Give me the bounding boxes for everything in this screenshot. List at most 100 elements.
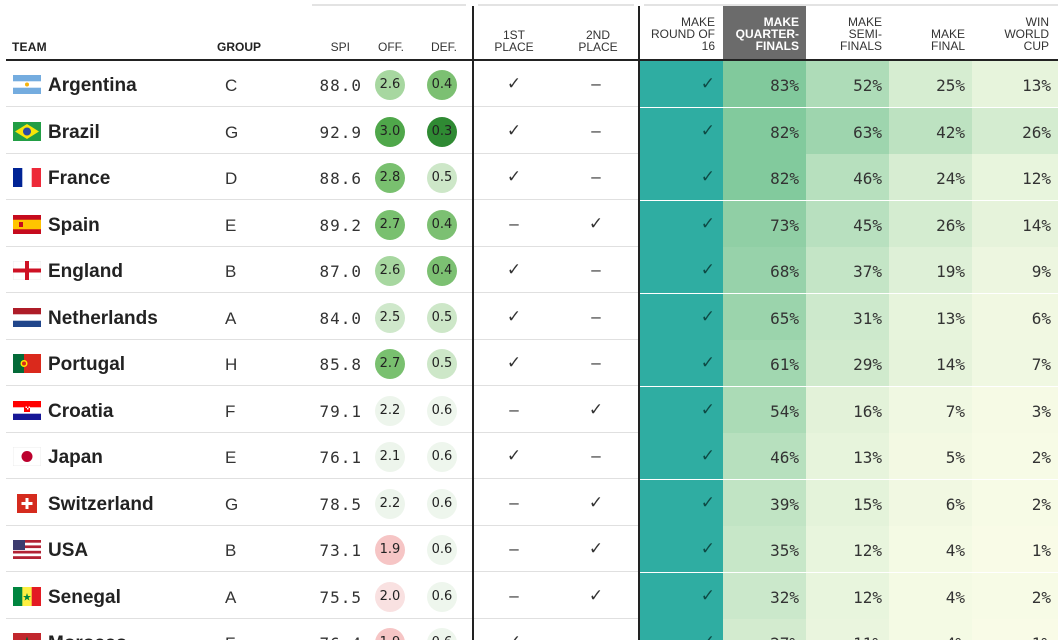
- header-win-world-cup[interactable]: WIN WORLD CUP: [972, 16, 1049, 52]
- team-name[interactable]: Switzerland: [48, 493, 154, 515]
- table-row[interactable]: ✓ 32% 12% 4% 2% Senegal A 75.5 2.0 0.6 – ✓: [0, 572, 1058, 619]
- team-name[interactable]: Brazil: [48, 121, 100, 143]
- table-row[interactable]: ✓ 39% 15% 6% 2% Switzerland G 78.5 2.2 0.6 – ✓: [0, 479, 1058, 526]
- row-divider: [6, 338, 640, 340]
- defense-rating: 0.6: [427, 395, 457, 426]
- header-final[interactable]: MAKE FINAL: [889, 28, 965, 52]
- r16-check: ✓: [640, 632, 715, 640]
- group-letter: A: [225, 587, 237, 607]
- win-heat-cell: [972, 526, 1058, 572]
- spi-value: 85.8: [319, 355, 362, 374]
- defense-rating: 0.6: [427, 628, 457, 640]
- header-off[interactable]: OFF.: [378, 40, 404, 54]
- header-spi[interactable]: SPI: [330, 40, 350, 54]
- win-heat-cell: [972, 479, 1058, 526]
- group-letter: F: [225, 634, 255, 640]
- team-name[interactable]: Morocco: [48, 633, 127, 640]
- table-row[interactable]: ✓ 61% 29% 14% 7% Portugal H 85.8 2.7 0.5 ✓ –: [0, 340, 1058, 386]
- team-name[interactable]: USA: [48, 540, 89, 561]
- win-value: 14%: [1022, 215, 1051, 235]
- team-name[interactable]: Senegal: [48, 586, 121, 608]
- argentina-flag-icon: [13, 75, 41, 94]
- table-row[interactable]: ✓ 65% 31% 13% 6% Netherlands A 84.0 2.5 0.5 ✓ –: [0, 293, 1058, 340]
- r16-cell: [640, 200, 723, 247]
- header-qf-line2: QUARTER-: [735, 27, 799, 41]
- header-quarterfinals[interactable]: MAKE QUARTER- FINALS: [723, 16, 799, 52]
- win-heat-cell: [972, 340, 1058, 386]
- team-name[interactable]: Japan: [48, 447, 103, 468]
- spi-value: 87.0: [319, 262, 362, 281]
- team-name[interactable]: Netherlands: [48, 307, 158, 329]
- header-team[interactable]: TEAM: [12, 40, 47, 54]
- header-group[interactable]: GROUP: [217, 40, 262, 54]
- r16-cell: [640, 340, 723, 386]
- spi-value: 76.4: [300, 634, 362, 640]
- win-heat-cell: [972, 386, 1058, 433]
- team-name[interactable]: Spain: [48, 214, 100, 236]
- final-heat-cell: [889, 526, 972, 572]
- qf-value: 82%: [770, 122, 799, 142]
- r16-cell: [640, 247, 723, 293]
- first-place-mark: ✓: [506, 306, 522, 326]
- win-value: 3%: [1031, 401, 1051, 421]
- header-bottom-rule: [6, 59, 1058, 61]
- sf-value: 46%: [853, 169, 882, 188]
- final-value: 26%: [936, 215, 965, 235]
- header-qf-line3: FINALS: [755, 39, 799, 53]
- defense-rating: 0.4: [427, 256, 457, 286]
- qf-heat-cell: [723, 433, 806, 479]
- second-place-mark: –: [591, 167, 601, 186]
- row-divider: [6, 431, 640, 433]
- table-row[interactable]: ✓ 27% 11% 4% 1% Morocco F 76.4 1.9 0.6 ✓ –: [0, 619, 1058, 640]
- team-name[interactable]: Argentina: [48, 75, 137, 96]
- r16-cell: [640, 619, 723, 640]
- header-second-place-line2: PLACE: [578, 40, 618, 54]
- final-heat-cell: [889, 479, 972, 526]
- first-place-mark: ✓: [506, 446, 522, 465]
- qf-value: 32%: [770, 587, 799, 607]
- table-row[interactable]: ✓ 35% 12% 4% 1% USA B 73.1 1.9 0.6 – ✓: [0, 526, 1058, 572]
- row-divider: [6, 617, 640, 619]
- header-first-place[interactable]: 1ST PLACE: [478, 29, 550, 53]
- table-row[interactable]: ✓ 82% 46% 24% 12% France D 88.6 2.8 0.5 ✓ –: [0, 154, 1058, 200]
- header-second-place[interactable]: 2ND PLACE: [562, 29, 634, 53]
- header-first-place-line1: 1ST: [502, 28, 525, 42]
- qf-heat-cell: [723, 154, 806, 200]
- header-def[interactable]: DEF.: [430, 40, 457, 54]
- team-name[interactable]: Croatia: [48, 400, 114, 422]
- offense-rating: 3.0: [375, 116, 405, 147]
- table-row[interactable]: ✓ 73% 45% 26% 14% Spain E 89.2 2.7 0.4 – ✓: [0, 200, 1058, 247]
- spi-value: 92.9: [319, 122, 362, 142]
- r16-check: ✓: [700, 213, 715, 233]
- team-name[interactable]: Portugal: [48, 354, 126, 375]
- second-place-mark: –: [591, 120, 601, 140]
- sf-value: 11%: [806, 634, 882, 640]
- r16-check: ✓: [700, 74, 715, 93]
- sf-value: 12%: [853, 587, 882, 607]
- header-semifinals[interactable]: MAKE SEMI- FINALS: [806, 16, 882, 52]
- header-round-of-16[interactable]: MAKE ROUND OF 16: [640, 16, 715, 52]
- win-value: 12%: [1022, 169, 1051, 188]
- column-separator: [638, 6, 640, 640]
- first-place-mark: ✓: [484, 632, 544, 640]
- r16-check: ✓: [700, 306, 715, 326]
- first-place-mark: ✓: [506, 120, 522, 140]
- table-row[interactable]: ✓ 68% 37% 19% 9% England B 87.0 2.6 0.4 ✓ –: [0, 247, 1058, 293]
- second-place-mark: ✓: [588, 399, 604, 419]
- win-heat-cell: [972, 107, 1058, 154]
- table-row[interactable]: ✓ 46% 13% 5% 2% Japan E 76.1 2.1 0.6 ✓ –: [0, 433, 1058, 479]
- win-value: 9%: [1031, 262, 1051, 281]
- table-row[interactable]: ✓ 54% 16% 7% 3% Croatia F 79.1 2.2 0.6 – ✓: [0, 386, 1058, 433]
- table-row[interactable]: ✓ 82% 63% 42% 26% Brazil G 92.9 3.0 0.3 ✓ –: [0, 107, 1058, 154]
- team-name[interactable]: France: [48, 168, 111, 189]
- final-value: 4%: [889, 634, 965, 640]
- row-divider: [6, 524, 640, 526]
- team-name[interactable]: England: [48, 261, 123, 282]
- offense-rating: 2.6: [375, 70, 405, 100]
- final-heat-cell: [889, 107, 972, 154]
- first-place-mark: –: [509, 585, 519, 605]
- table-row[interactable]: ✓ 83% 52% 25% 13% Argentina C 88.0 2.6 0.4 ✓ –: [0, 61, 1058, 107]
- header-top-rule: [644, 4, 1058, 6]
- r16-check: ✓: [700, 260, 715, 279]
- sf-heat-cell: [806, 247, 889, 293]
